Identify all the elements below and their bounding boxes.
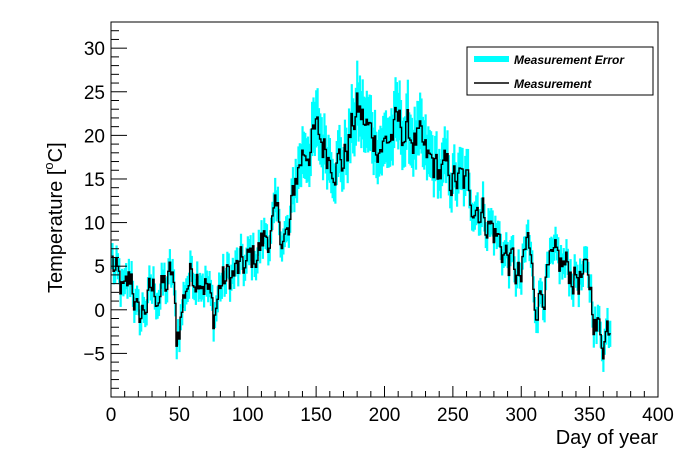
x-tick-label: 200: [369, 405, 401, 426]
y-tick-label: 20: [84, 126, 105, 147]
measurement-line: [111, 92, 611, 360]
y-tick-label: 30: [84, 39, 105, 60]
x-tick-label: 250: [437, 405, 469, 426]
y-axis-title-text: Temperature [oC]: [41, 142, 67, 293]
x-tick-label: 300: [505, 405, 537, 426]
plot-layer: [111, 60, 612, 372]
y-axis-title-main: Temperature [: [45, 169, 67, 293]
y-axis-title-tail: C]: [45, 142, 67, 162]
y-tick-label: −5: [83, 344, 105, 365]
y-tick-label: 0: [94, 301, 105, 322]
x-tick-label: 400: [642, 405, 674, 426]
x-axis-title: Day of year: [556, 427, 659, 449]
x-tick-label: 150: [300, 405, 332, 426]
x-tick-label: 100: [232, 405, 264, 426]
y-tick-label: 5: [94, 257, 105, 278]
legend: Measurement Error Measurement: [466, 46, 654, 96]
legend-label-measurement: Measurement: [514, 77, 592, 91]
y-tick-label: 15: [84, 170, 105, 191]
ticks-layer: 0 50 100 150 200 250 300 350 400 −5 0 5 10 15 20 25 30: [83, 21, 674, 426]
y-tick-label: 10: [84, 214, 105, 235]
x-tick-label: 0: [106, 405, 117, 426]
legend-label-error: Measurement Error: [514, 53, 625, 67]
x-tick-label: 350: [574, 405, 606, 426]
y-axis-title-superscript: o: [41, 162, 56, 169]
legend-box: [466, 46, 654, 96]
x-tick-label: 50: [169, 405, 190, 426]
y-tick-label: 25: [84, 83, 105, 104]
y-axis-title: Temperature [oC]: [41, 142, 67, 293]
